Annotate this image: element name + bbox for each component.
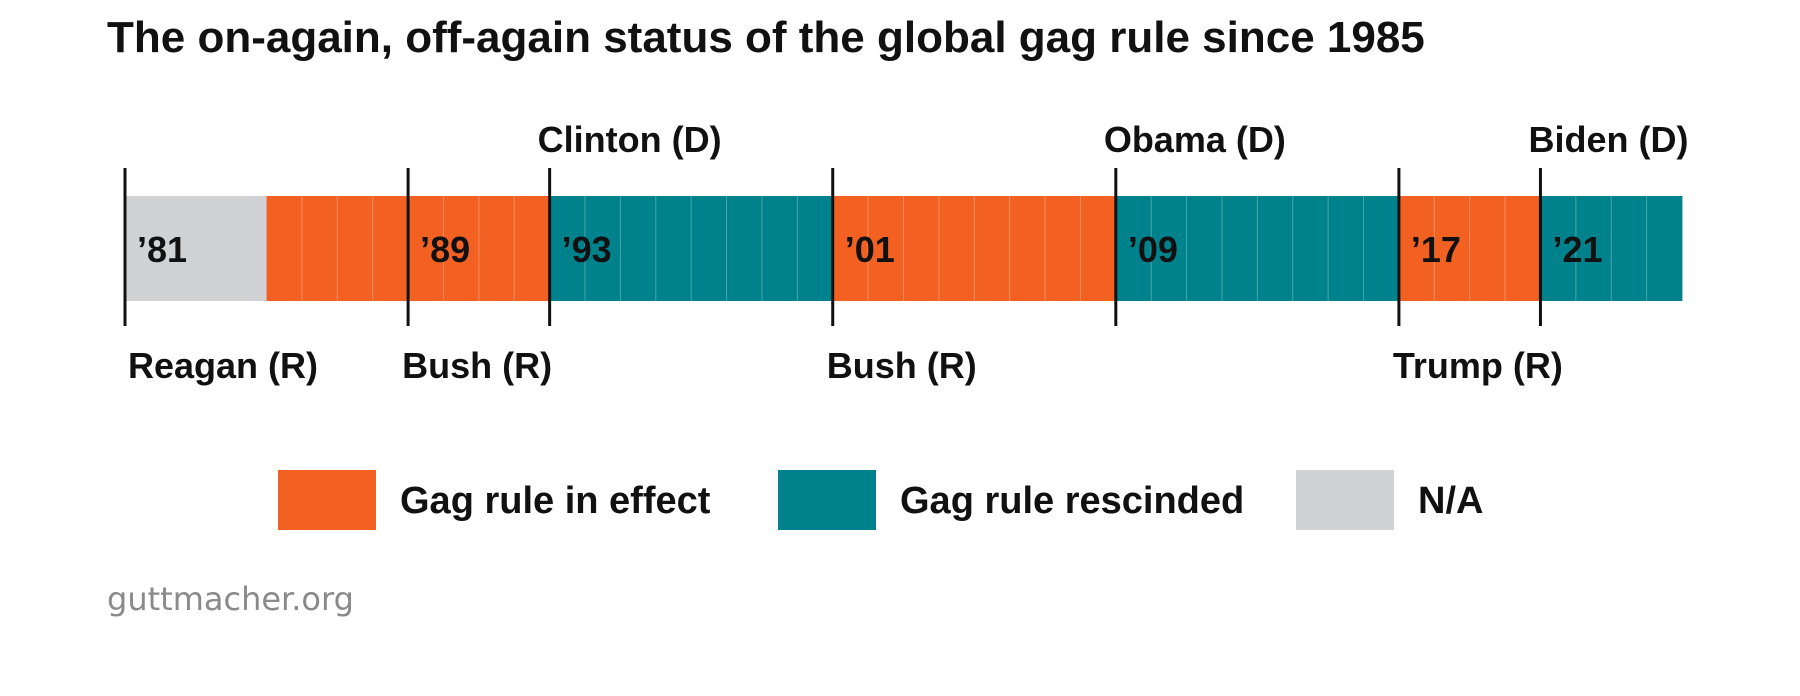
year-segment-1992: [514, 196, 551, 301]
source-label: guttmacher.org: [107, 580, 354, 618]
year-segment-2022: [1575, 196, 1612, 301]
year-segment-1998: [726, 196, 763, 301]
year-segment-1988: [372, 196, 409, 301]
year-segment-1985: [266, 196, 303, 301]
year-segment-2000: [797, 196, 834, 301]
year-label-1981: ’81: [137, 229, 187, 270]
year-segment-1996: [655, 196, 692, 301]
year-segment-2005: [974, 196, 1011, 301]
legend-swatch-in_effect: [278, 470, 376, 530]
president-label-2021: Biden (D): [1528, 119, 1688, 160]
year-label-2009: ’09: [1128, 229, 1178, 270]
year-segment-1999: [761, 196, 798, 301]
year-label-1989: ’89: [420, 229, 470, 270]
president-label-1989: Bush (R): [402, 345, 552, 386]
year-segment-2021: [1540, 196, 1577, 301]
year-segment-2018: [1434, 196, 1471, 301]
year-segment-1986: [301, 196, 338, 301]
legend-label-rescinded: Gag rule rescinded: [900, 480, 1244, 522]
year-segment-1991: [478, 196, 515, 301]
year-segment-2009: [1115, 196, 1152, 301]
president-label-2001: Bush (R): [827, 345, 977, 386]
year-segment-2020: [1505, 196, 1541, 301]
president-label-2017: Trump (R): [1393, 345, 1563, 386]
year-segment-2002: [868, 196, 904, 301]
year-segment-1984: [231, 196, 267, 301]
year-segment-2014: [1292, 196, 1329, 301]
year-segment-1990: [443, 196, 480, 301]
year-segment-2007: [1045, 196, 1081, 301]
legend: Gag rule in effect Gag rule rescinded N/A: [278, 470, 1483, 530]
year-label-2021: ’21: [1552, 229, 1602, 270]
year-segment-1997: [691, 196, 727, 301]
year-segment-1982: [160, 196, 197, 301]
year-label-2001: ’01: [845, 229, 895, 270]
chart-title: The on-again, off-again status of the gl…: [107, 13, 1425, 62]
year-segment-2016: [1363, 196, 1400, 301]
year-segment-2013: [1257, 196, 1294, 301]
year-segment-1993: [549, 196, 586, 301]
year-segment-1994: [585, 196, 621, 301]
year-segment-2024: [1646, 196, 1683, 301]
year-segment-1987: [337, 196, 374, 301]
legend-swatch-rescinded: [778, 470, 876, 530]
timeline-bar: [125, 196, 1683, 301]
legend-label-in_effect: Gag rule in effect: [400, 480, 711, 522]
year-segment-2011: [1186, 196, 1223, 301]
legend-label-na: N/A: [1418, 480, 1483, 522]
legend-swatch-na: [1296, 470, 1394, 530]
year-segment-2006: [1009, 196, 1046, 301]
year-segment-2004: [938, 196, 975, 301]
president-label-1981: Reagan (R): [128, 345, 318, 386]
year-segment-1989: [408, 196, 444, 301]
president-markers: ’81 Reagan (R) ’89 Bush (R) ’93 Clinton (D) ’0…: [123, 119, 1688, 386]
year-segment-1995: [620, 196, 657, 301]
year-segment-2019: [1469, 196, 1506, 301]
year-label-2017: ’17: [1411, 229, 1461, 270]
president-label-1993: Clinton (D): [538, 119, 722, 160]
year-segment-2008: [1080, 196, 1117, 301]
year-segment-2023: [1611, 196, 1648, 301]
year-segment-2003: [903, 196, 940, 301]
year-segment-2017: [1398, 196, 1435, 301]
year-segment-2012: [1221, 196, 1258, 301]
year-segment-2015: [1328, 196, 1364, 301]
year-segment-2001: [832, 196, 869, 301]
year-segment-1983: [195, 196, 232, 301]
year-segment-2010: [1151, 196, 1187, 301]
year-label-1993: ’93: [562, 229, 612, 270]
president-label-2009: Obama (D): [1104, 119, 1286, 160]
year-segment-1981: [125, 196, 161, 301]
